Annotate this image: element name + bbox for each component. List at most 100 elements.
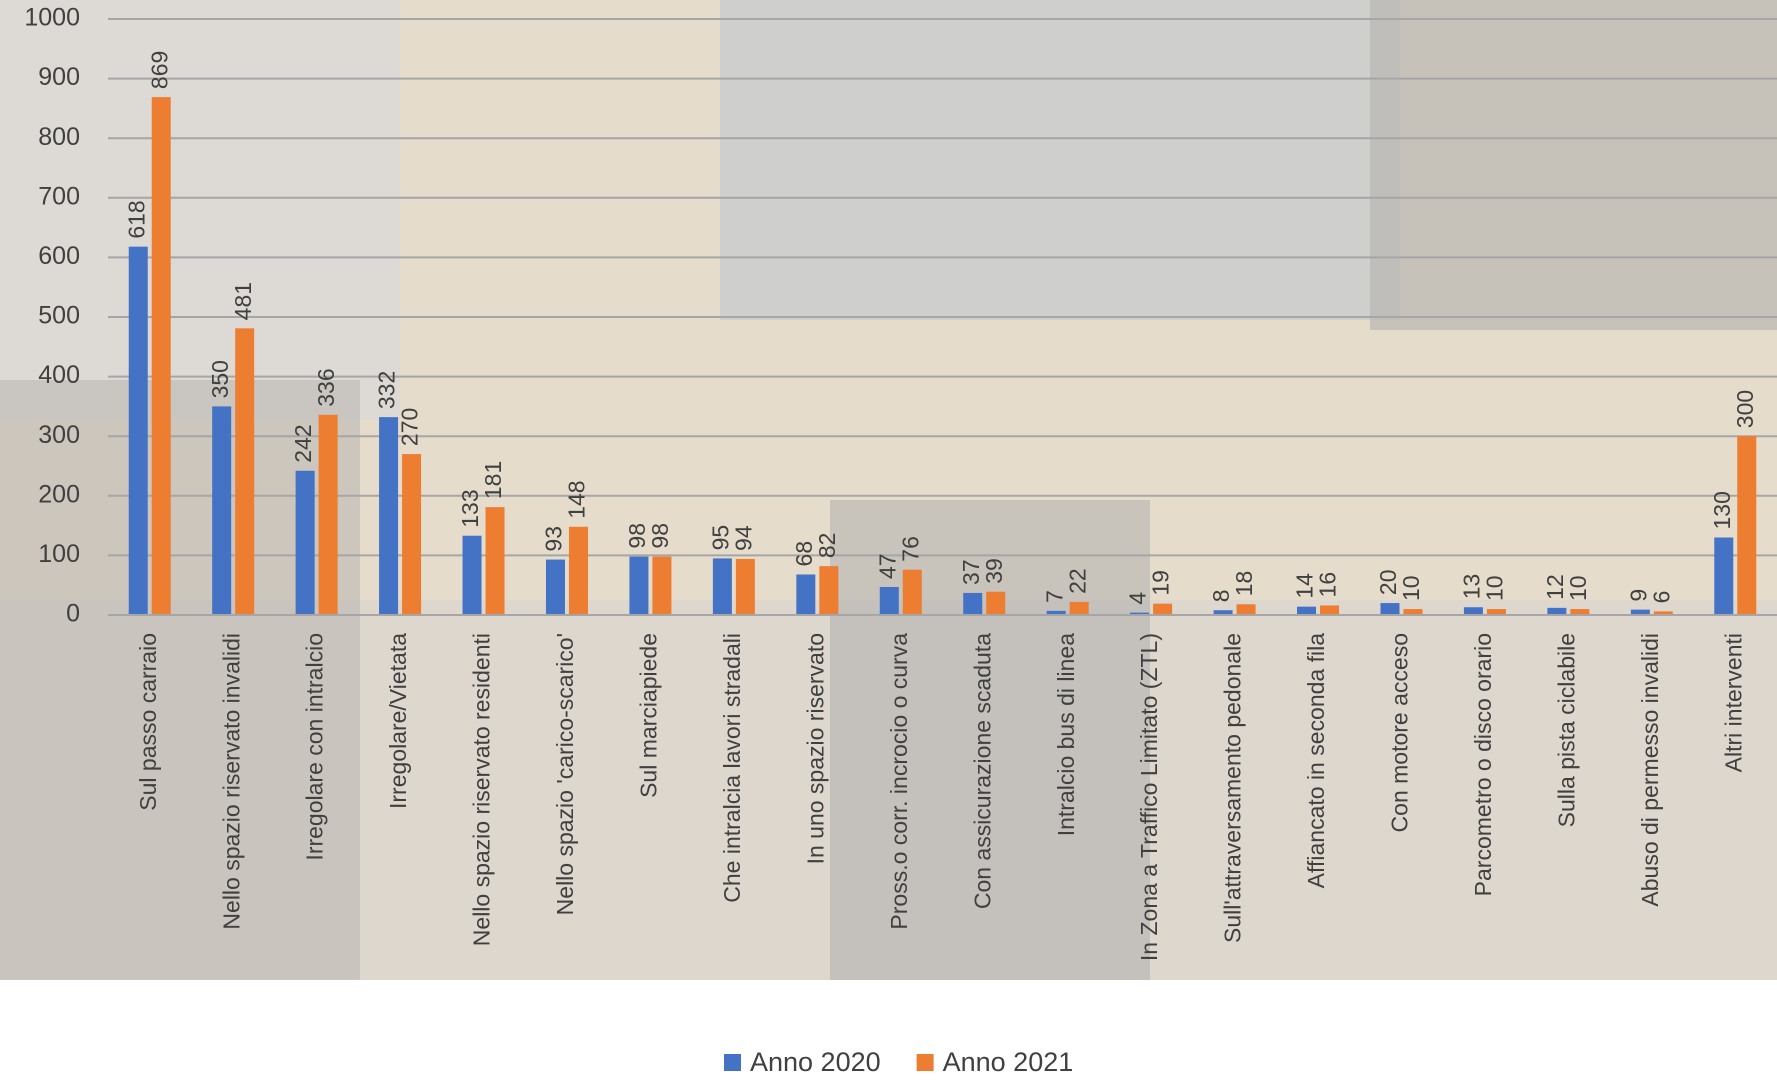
data-label: 95 — [707, 525, 733, 551]
bar — [1403, 609, 1423, 615]
y-tick-label: 0 — [66, 600, 80, 628]
x-tick-label: Sulla pista ciclabile — [1553, 633, 1579, 827]
data-label: 22 — [1064, 568, 1090, 594]
data-label: 93 — [541, 526, 567, 552]
bar — [735, 558, 755, 615]
bar — [963, 592, 983, 615]
y-tick-label: 100 — [38, 540, 80, 568]
x-tick-label: Che intralcia lavori stradali — [719, 633, 745, 903]
bar — [1236, 604, 1256, 615]
data-label: 10 — [1565, 575, 1591, 601]
bar — [1046, 610, 1066, 615]
bar — [128, 246, 148, 615]
x-tick-label: Intralcio bus di linea — [1053, 633, 1079, 836]
bar — [1653, 611, 1673, 615]
bar — [1737, 436, 1757, 615]
legend-label: Anno 2021 — [943, 1047, 1074, 1077]
bar — [1570, 609, 1590, 615]
bar — [379, 417, 399, 615]
x-tick-label: In uno spazio riservato — [802, 633, 828, 864]
data-label: 618 — [123, 200, 149, 238]
y-tick-label: 700 — [38, 182, 80, 210]
bar — [1547, 607, 1567, 615]
bar — [1130, 612, 1150, 615]
data-label: 270 — [397, 408, 423, 446]
bar — [879, 586, 899, 615]
data-label: 37 — [958, 559, 984, 585]
bar — [652, 556, 672, 615]
bar — [1320, 605, 1340, 615]
x-tick-label: Sul passo carraio — [135, 633, 161, 811]
x-tick-label: Sull'attraversamento pedonale — [1220, 633, 1246, 943]
y-tick-label: 800 — [38, 123, 80, 151]
bar — [462, 535, 482, 615]
legend-label: Anno 2020 — [750, 1047, 881, 1077]
data-label: 181 — [480, 461, 506, 499]
x-tick-label: Nello spazio 'carico-scarico' — [552, 633, 578, 915]
x-tick-label: Parcometro o disco orario — [1470, 633, 1496, 896]
bar — [1380, 603, 1400, 615]
x-tick-label: Pross.o corr. incrocio o curva — [886, 633, 912, 930]
data-label: 94 — [730, 525, 756, 551]
bar — [796, 574, 816, 615]
data-label: 10 — [1398, 575, 1424, 601]
bar — [712, 558, 732, 615]
bar — [629, 556, 649, 615]
data-label: 47 — [874, 553, 900, 579]
data-label: 133 — [457, 489, 483, 527]
y-tick-label: 1000 — [24, 4, 80, 32]
x-tick-label: Nello spazio riservato residenti — [469, 633, 495, 946]
data-label: 9 — [1625, 589, 1651, 602]
data-label: 130 — [1709, 491, 1735, 529]
data-label: 19 — [1148, 570, 1174, 596]
y-tick-label: 200 — [38, 480, 80, 508]
x-tick-label: Con assicurazione scaduta — [969, 633, 995, 909]
bar — [402, 454, 422, 615]
x-tick-label: Nello spazio riservato invalidi — [218, 633, 244, 930]
data-label: 481 — [230, 282, 256, 320]
bar — [1714, 537, 1734, 615]
data-label: 869 — [146, 51, 172, 89]
data-label: 350 — [207, 360, 233, 398]
data-label: 14 — [1292, 573, 1318, 599]
data-label: 7 — [1041, 590, 1067, 603]
y-tick-label: 900 — [38, 63, 80, 91]
x-tick-label: Affiancato in seconda fila — [1303, 633, 1329, 889]
bar — [819, 566, 839, 615]
data-label: 98 — [624, 523, 650, 549]
y-tick-label: 300 — [38, 421, 80, 449]
data-label: 148 — [564, 480, 590, 518]
bar — [485, 507, 505, 615]
data-label: 336 — [313, 368, 339, 406]
data-label: 20 — [1375, 569, 1401, 595]
data-label: 300 — [1732, 390, 1758, 428]
bar — [568, 526, 588, 615]
data-label: 332 — [374, 371, 400, 409]
bar — [1069, 601, 1089, 615]
data-label: 242 — [290, 424, 316, 462]
bar — [1630, 609, 1650, 615]
bar — [151, 97, 171, 616]
data-label: 4 — [1125, 592, 1151, 605]
data-label: 98 — [647, 523, 673, 549]
bar — [1486, 609, 1506, 615]
x-tick-label: Con motore acceso — [1387, 633, 1413, 832]
bar — [1463, 607, 1483, 615]
x-tick-label: Irregolare con intralcio — [302, 633, 328, 861]
data-label: 16 — [1315, 572, 1341, 598]
x-tick-label: Altri interventi — [1720, 633, 1746, 772]
bar — [1153, 603, 1173, 615]
data-label: 68 — [791, 541, 817, 567]
x-tick-label: Sul marciapiede — [636, 633, 662, 798]
bar — [295, 470, 315, 615]
data-label: 82 — [814, 533, 840, 559]
background-photo — [0, 0, 1777, 980]
bar — [1297, 606, 1317, 615]
legend-swatch — [916, 1054, 934, 1071]
data-label: 10 — [1482, 575, 1508, 601]
data-label: 8 — [1208, 589, 1234, 602]
data-label: 12 — [1542, 574, 1568, 600]
bar — [545, 559, 565, 615]
